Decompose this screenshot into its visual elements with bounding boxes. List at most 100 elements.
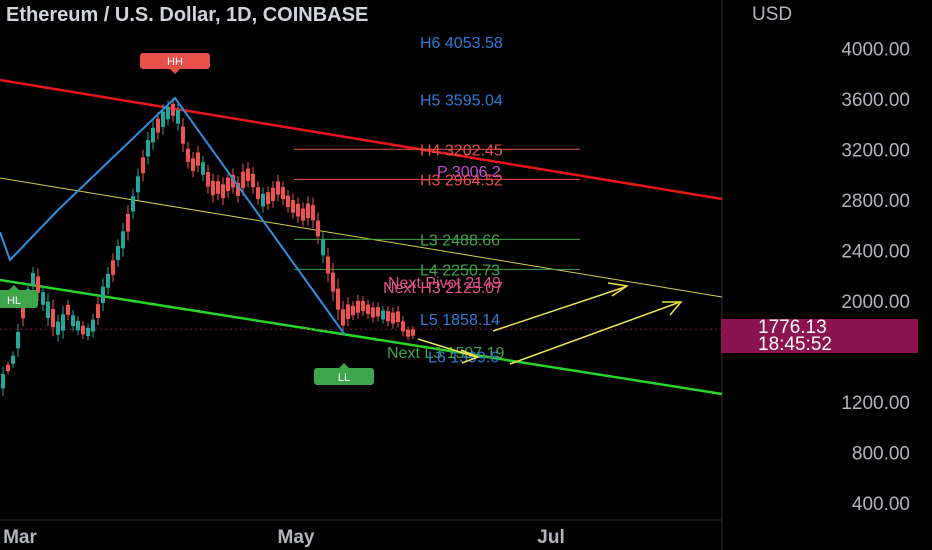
swing-label-text: HH <box>167 56 183 68</box>
swing-label-text: HL <box>7 295 21 307</box>
candle-body <box>316 220 320 237</box>
candle-body <box>186 148 190 162</box>
candle-body <box>356 300 360 313</box>
channel-bottom-line <box>0 278 723 396</box>
candle-body <box>366 304 370 314</box>
candle-body <box>201 162 205 175</box>
candle-body <box>301 208 305 221</box>
current-price-badge[interactable]: 1776.13 18:45:52 <box>721 317 918 355</box>
y-tick-label: 1200.00 <box>841 393 910 414</box>
candle-body <box>101 286 105 303</box>
y-tick-label: 3200.00 <box>841 141 910 162</box>
candle-body <box>266 192 270 205</box>
candle-body <box>46 301 50 319</box>
candle-body <box>286 195 290 208</box>
candle-body <box>56 321 60 335</box>
candle-body <box>411 329 415 336</box>
pivot-label: L4 2250.73 <box>420 262 500 279</box>
channel-midline <box>0 177 723 298</box>
pivot-label: P 3006.2 <box>437 164 501 181</box>
pivot-label: L6 1399.6 <box>428 350 499 367</box>
candle-body <box>206 172 210 187</box>
candle-body <box>231 174 235 188</box>
swing-label-pointer <box>339 363 349 368</box>
swing-label-pointer <box>9 285 19 290</box>
candle-body <box>396 311 400 323</box>
projection-arrow <box>492 286 626 332</box>
candle-body <box>361 301 365 312</box>
candle-body <box>406 329 410 337</box>
bar-countdown: 18:45:52 <box>758 334 832 355</box>
projection-arrowhead <box>607 282 630 297</box>
candle-body <box>116 246 120 261</box>
candle-body <box>221 184 225 199</box>
candle-body <box>271 187 275 202</box>
y-tick-label: 4000.00 <box>841 40 910 61</box>
candle-body <box>336 288 340 310</box>
candle-body <box>171 103 175 116</box>
candle-body <box>31 272 35 285</box>
y-tick-label: 3600.00 <box>841 90 910 111</box>
candle-body <box>126 213 130 232</box>
candle-body <box>156 118 160 133</box>
pivot-label: L3 2488.66 <box>420 232 500 249</box>
candle-body <box>181 126 185 144</box>
y-tick-label: 2800.00 <box>841 191 910 212</box>
pivot-label: H3 2964.52 <box>420 172 503 189</box>
candle-body <box>256 187 260 200</box>
candle-body <box>331 272 335 292</box>
candle-body <box>386 311 390 322</box>
candle-body <box>141 157 145 174</box>
candle-body <box>66 304 70 315</box>
candle-body <box>11 355 15 364</box>
candle-body <box>341 309 345 326</box>
candle-body <box>296 203 300 217</box>
candle-body <box>136 176 140 193</box>
projection-arrowhead <box>662 301 683 316</box>
candle-body <box>311 205 315 221</box>
candle-body <box>161 111 165 127</box>
candle-body <box>86 327 90 337</box>
pivot-label: L5 1858.14 <box>420 312 500 329</box>
swing-label-box <box>0 290 38 308</box>
candle-body <box>21 302 25 319</box>
y-tick-label: 2000.00 <box>841 292 910 313</box>
candle-body <box>6 364 10 372</box>
candle-body <box>41 292 45 305</box>
candle-body <box>81 325 85 335</box>
swing-label-text: LL <box>338 372 350 384</box>
candle-body <box>251 173 255 188</box>
candle-body <box>241 171 245 189</box>
candle-body <box>291 200 295 213</box>
candle-body <box>261 193 265 207</box>
current-price: 1776.13 <box>758 317 827 338</box>
candle-body <box>226 177 230 191</box>
candle-body <box>326 256 330 274</box>
x-tick-label: Mar <box>3 527 37 548</box>
pivot-label: Next Pivot 2149 <box>388 275 501 292</box>
candle-body <box>281 187 285 200</box>
swing-label-ll[interactable]: LL <box>314 363 374 385</box>
swing-label-hh[interactable]: HH <box>140 53 210 74</box>
swing-label-box <box>140 53 210 69</box>
candle-body <box>16 331 20 349</box>
candle-body <box>131 196 135 212</box>
candle-body <box>96 304 100 319</box>
candle-body <box>76 320 80 331</box>
candle-body <box>151 127 155 143</box>
candle-body <box>111 260 115 275</box>
projection-arrow <box>509 301 681 365</box>
pivot-label: H5 3595.04 <box>420 93 503 110</box>
swing-label-hl[interactable]: HL <box>0 285 38 308</box>
candle-body <box>211 180 215 196</box>
candle-body <box>351 305 355 316</box>
y-tick-label: 2400.00 <box>841 242 910 263</box>
candle-body <box>276 181 280 195</box>
candle-body <box>391 312 395 324</box>
candle-body <box>176 109 180 124</box>
swing-label-pointer <box>170 69 180 74</box>
candle-body <box>196 152 200 166</box>
candle-body <box>91 319 95 332</box>
projection-arrowhead <box>460 349 481 364</box>
